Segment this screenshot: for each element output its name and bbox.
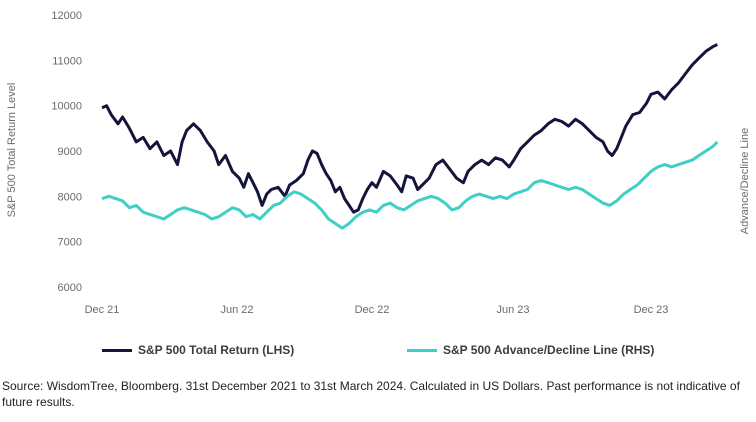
- y-tick-label: 11000: [52, 55, 82, 67]
- y-tick-label: 12000: [51, 10, 82, 22]
- x-tick-label: Dec 23: [634, 304, 669, 316]
- x-tick-label: Dec 22: [355, 304, 390, 316]
- legend-item-advance-decline: S&P 500 Advance/Decline Line (RHS): [407, 343, 654, 357]
- left-axis-ticks: 6000 7000 8000 9000 10000 11000 12000: [51, 10, 82, 294]
- source-note: Source: WisdomTree, Bloomberg. 31st Dece…: [2, 379, 740, 409]
- x-tick-label: Jun 23: [496, 304, 529, 316]
- series-line-total-return: [101, 43, 718, 214]
- chart: 6000 7000 8000 9000 10000 11000 12000 Dec 21 Ju…: [6, 10, 751, 316]
- y-tick-label: 7000: [58, 237, 82, 249]
- right-axis-title: Advance/Decline Line: [739, 128, 751, 234]
- x-tick-label: Dec 21: [85, 304, 120, 316]
- y-tick-label: 6000: [58, 282, 82, 294]
- y-tick-label: 9000: [58, 146, 82, 158]
- series-line-advance-decline: [101, 140, 719, 230]
- legend-label-total-return: S&P 500 Total Return (LHS): [138, 343, 295, 357]
- y-tick-label: 10000: [51, 101, 82, 113]
- series-lines: [101, 43, 719, 230]
- legend-label-advance-decline: S&P 500 Advance/Decline Line (RHS): [443, 343, 655, 357]
- y-tick-label: 8000: [58, 191, 82, 203]
- x-tick-label: Jun 22: [220, 304, 253, 316]
- legend-swatch-total-return: [102, 348, 132, 352]
- legend-item-total-return: S&P 500 Total Return (LHS): [102, 343, 294, 357]
- legend-swatch-advance-decline: [407, 348, 437, 352]
- x-axis-ticks: Dec 21 Jun 22 Dec 22 Jun 23 Dec 23: [85, 304, 669, 316]
- legend: S&P 500 Total Return (LHS) S&P 500 Advan…: [0, 343, 756, 363]
- left-axis-title: S&P 500 Total Return Level: [6, 83, 18, 218]
